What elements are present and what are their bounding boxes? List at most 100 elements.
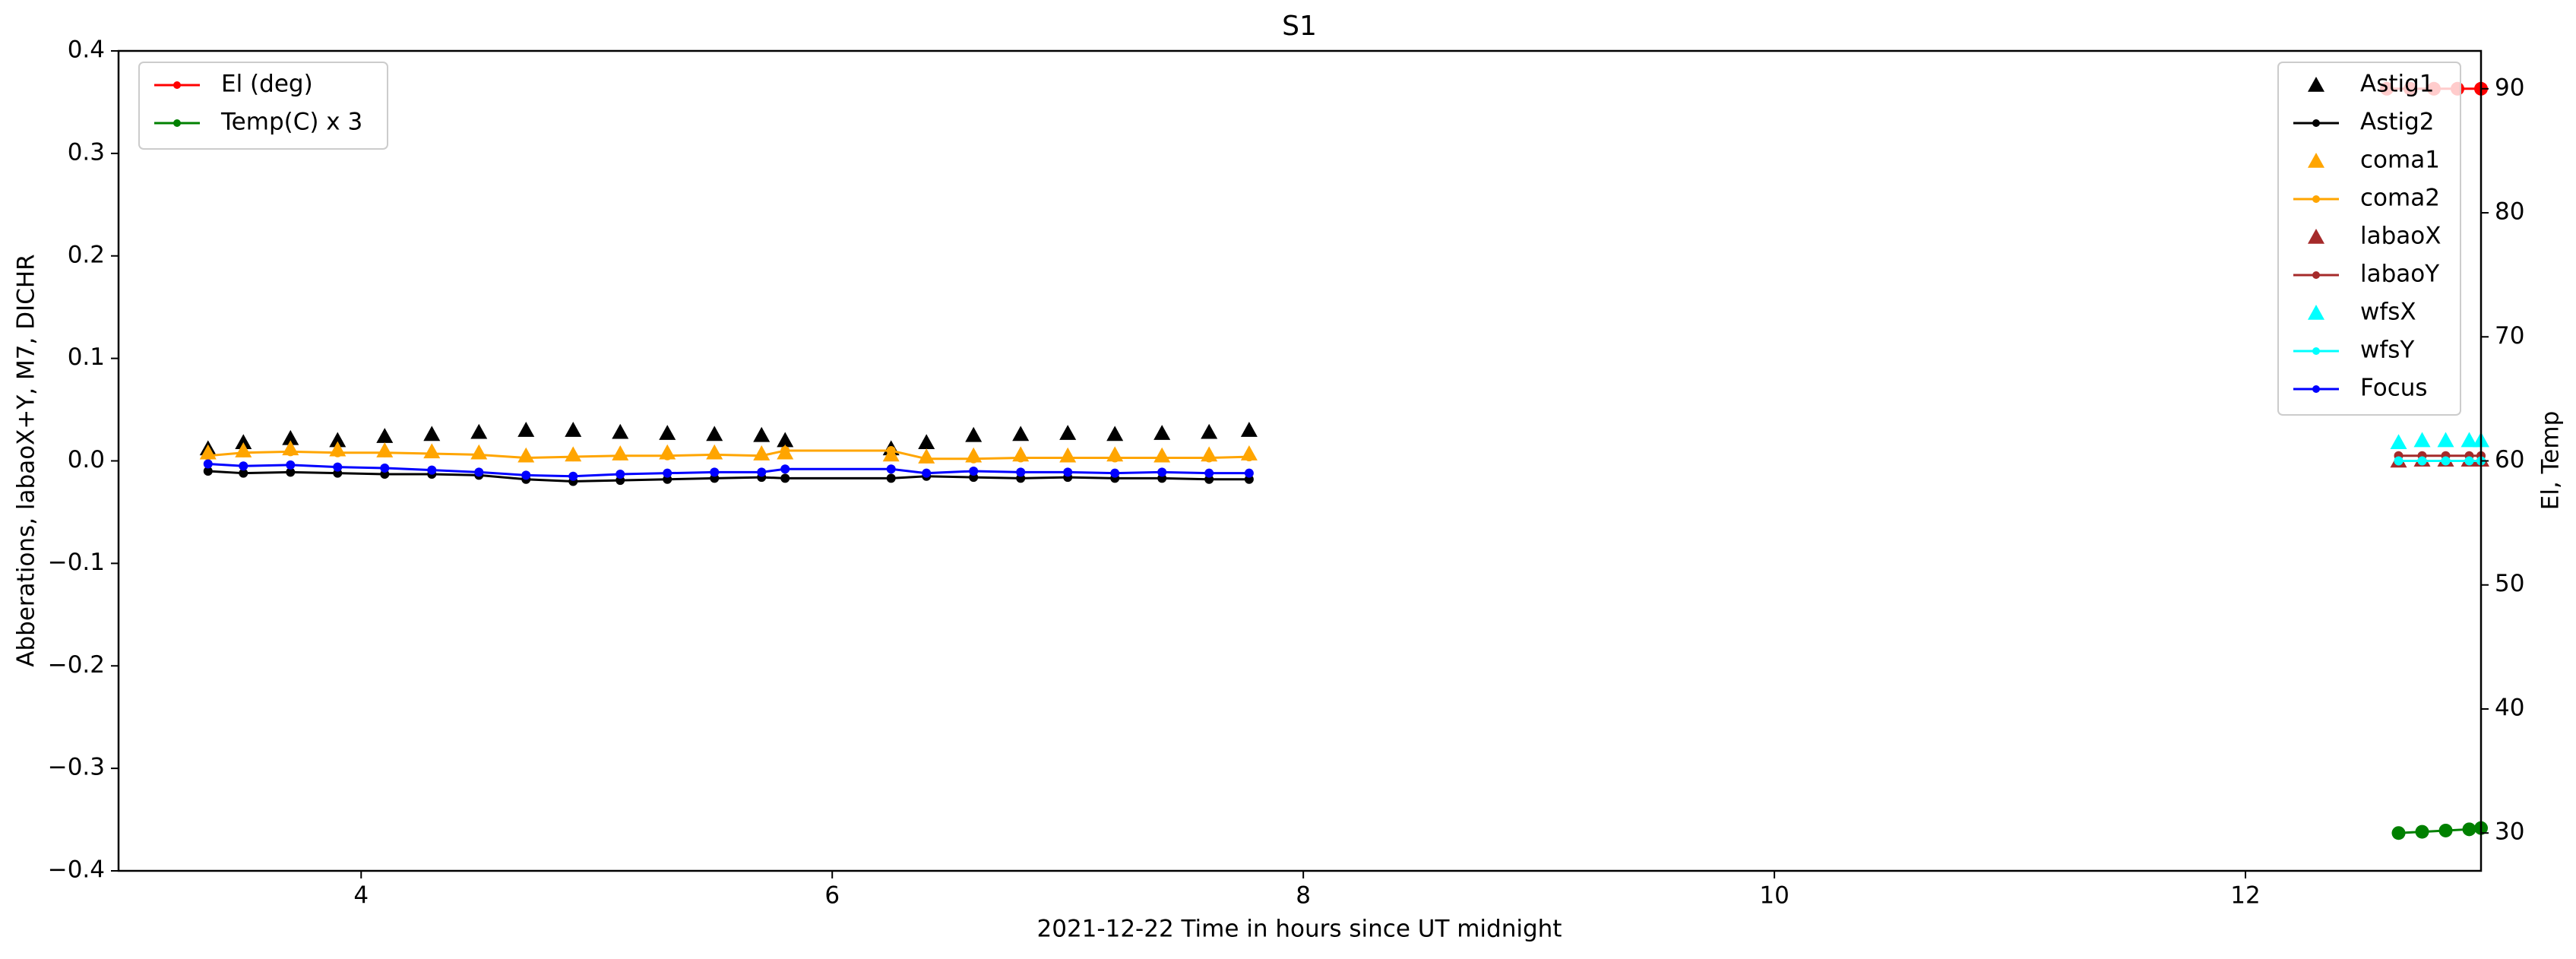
dot-marker [239, 468, 248, 478]
dot-marker [380, 463, 390, 473]
legend-label: wfsY [2360, 337, 2414, 364]
dot-marker [757, 467, 767, 477]
x-tick-label: 4 [353, 882, 369, 910]
triangle-marker [1059, 425, 1077, 440]
y-tick-label: 0.0 [68, 446, 105, 473]
triangle-marker [753, 426, 771, 442]
dot-marker [2462, 822, 2476, 837]
legend-label: Astig2 [2360, 109, 2435, 136]
triangle-marker [2413, 432, 2431, 448]
legend-swatch-dot [2312, 271, 2320, 279]
triangle-marker [918, 434, 935, 450]
dot-marker [1016, 467, 1026, 477]
dot-marker [616, 451, 625, 461]
y2-tick-label: 30 [2495, 818, 2524, 846]
triangle-marker [565, 422, 582, 437]
dot-marker [427, 449, 437, 459]
legends: Astig1 Astig2 coma1 coma2 labaoX labaoY wfsX wf… [138, 62, 2461, 416]
dot-marker [1016, 453, 1026, 463]
triangle-marker [329, 432, 347, 448]
dot-marker [474, 467, 484, 477]
legend-label: labaoX [2360, 223, 2442, 250]
triangle-marker [282, 429, 299, 445]
triangle-marker [1154, 425, 1171, 440]
y2-tick-label: 90 [2495, 74, 2524, 101]
dot-marker [474, 450, 484, 460]
legend: El (deg) Temp(C) x 3 [138, 62, 388, 150]
dot-marker [1157, 467, 1167, 477]
dot-marker [1204, 468, 1214, 478]
dot-marker [286, 447, 296, 457]
dot-marker [2417, 456, 2427, 466]
triangle-marker [1240, 422, 1258, 437]
dot-marker [203, 451, 213, 461]
y2-tick-label: 60 [2495, 446, 2524, 473]
triangle-marker [2390, 434, 2407, 450]
dot-marker [780, 446, 790, 456]
dot-marker [922, 454, 932, 464]
legend-swatch-dot [2312, 347, 2320, 355]
dot-marker [286, 467, 296, 477]
triangle-marker [470, 423, 488, 439]
dot-marker [1204, 453, 1214, 463]
legend-label: coma1 [2360, 147, 2440, 174]
y-tick-label: 0.2 [68, 241, 105, 268]
legend-box [2277, 62, 2461, 416]
y-tick-label: 0.1 [68, 343, 105, 371]
dot-marker [2391, 826, 2406, 840]
dot-marker [886, 464, 896, 474]
triangle-marker [965, 426, 983, 442]
dot-marker [568, 452, 578, 462]
y-axis-label: Abberations, labaoX+Y, M7, DICHR [13, 254, 40, 666]
legend-swatch [2308, 77, 2324, 92]
x-tick-label: 8 [1296, 882, 1311, 910]
dot-marker [969, 466, 979, 476]
triangle-marker [235, 434, 252, 450]
dot-marker [2441, 456, 2451, 466]
triangle-marker [1201, 423, 1218, 439]
y2-tick-label: 80 [2495, 198, 2524, 226]
legend-label: Temp(C) x 3 [220, 109, 362, 136]
x-axis-label: 2021-12-22 Time in hours since UT midnig… [1037, 916, 1562, 943]
dot-marker [616, 470, 625, 480]
triangle-marker [376, 428, 394, 443]
dot-marker [886, 473, 896, 483]
y-tick-label: −0.4 [48, 856, 105, 884]
dot-marker [922, 468, 932, 478]
y-tick-label: 0.3 [68, 138, 105, 166]
y2-tick-label: 70 [2495, 322, 2524, 350]
dot-marker [1244, 452, 1254, 462]
legend-label: coma2 [2360, 185, 2440, 212]
legend: Astig1 Astig2 coma1 coma2 labaoX labaoY wfsX wf… [2277, 62, 2461, 416]
dot-marker [333, 462, 343, 472]
triangle-marker [2437, 432, 2454, 448]
legend-label: wfsX [2360, 299, 2416, 326]
dot-marker [239, 448, 248, 457]
dot-marker [2464, 456, 2474, 466]
legend-label: labaoY [2360, 261, 2439, 288]
dot-marker [1063, 453, 1073, 463]
y2-tick-label: 40 [2495, 694, 2524, 721]
dot-marker [1110, 468, 1120, 478]
dot-marker [663, 451, 672, 461]
dot-marker [568, 471, 578, 481]
y-tick-label: −0.1 [48, 549, 105, 576]
dot-marker [2438, 823, 2453, 837]
dot-marker [286, 460, 296, 470]
dot-marker [710, 467, 720, 477]
dot-marker [203, 459, 213, 469]
y-tick-label: 0.4 [68, 36, 105, 64]
legend-swatch [2308, 153, 2324, 168]
legend-label: Focus [2360, 375, 2428, 402]
legend-swatch-dot [173, 119, 181, 127]
legend-swatch-dot [173, 81, 181, 89]
dot-marker [710, 450, 720, 460]
legend-swatch [2308, 229, 2324, 244]
dot-marker [886, 446, 896, 456]
dot-marker [2394, 456, 2404, 466]
dot-marker [521, 453, 531, 463]
y-tick-label: −0.3 [48, 754, 105, 781]
triangle-marker [423, 426, 441, 442]
